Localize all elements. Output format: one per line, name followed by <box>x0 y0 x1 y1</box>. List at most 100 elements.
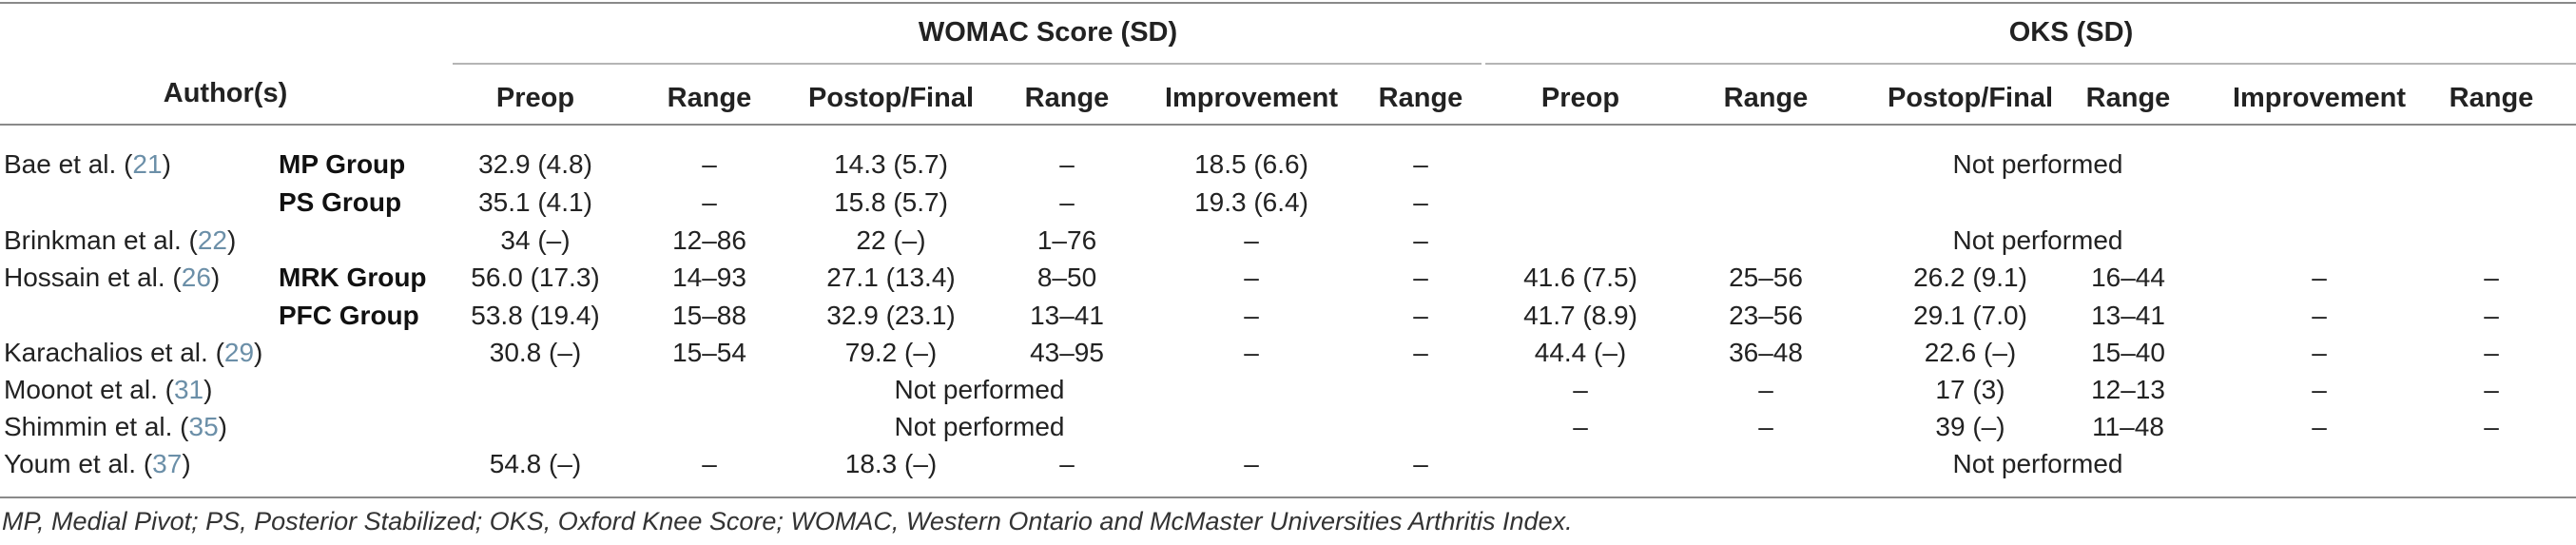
oks-cell: – <box>1573 375 1588 404</box>
author-name: Hossain et al. ( <box>4 263 182 292</box>
oks-cell: 44.4 (–) <box>1534 338 1627 367</box>
oks-cell: – <box>2312 338 2327 367</box>
oks-cell: 41.7 (8.9) <box>1523 301 1637 330</box>
header-oks: OKS (SD) <box>2008 17 2134 48</box>
subheader-2: Postop/Final <box>808 83 974 113</box>
author-paren: ) <box>218 412 227 441</box>
womac-cell: – <box>1413 225 1428 255</box>
author-paren: ) <box>254 338 263 367</box>
womac-cell: 15.8 (5.7) <box>834 187 948 217</box>
oks-cell: 12–13 <box>2091 375 2165 404</box>
author-paren: ) <box>210 263 221 292</box>
womac-cell: 56.0 (17.3) <box>471 263 600 292</box>
header-womac: WOMAC Score (SD) <box>918 17 1178 48</box>
reference-link[interactable]: 26 <box>181 263 211 292</box>
reference-link[interactable]: 31 <box>173 375 204 404</box>
womac-cell: – <box>1244 338 1259 367</box>
womac-cell: 13–41 <box>1030 301 1104 330</box>
oks-cell: 36–48 <box>1729 338 1803 367</box>
oks-cell: – <box>2312 375 2327 404</box>
womac-cell: – <box>1244 449 1259 478</box>
womac-cell: 15–54 <box>672 338 746 367</box>
womac-cell: – <box>1059 149 1075 179</box>
womac-cell: 18.3 (–) <box>844 449 938 478</box>
author-name: Shimmin et al. ( <box>4 412 189 441</box>
author-cell: Brinkman et al. (22) <box>4 225 236 256</box>
subheader-0: Preop <box>495 83 575 113</box>
womac-cell: – <box>702 187 717 217</box>
oks-not-performed: Not performed <box>1952 449 2123 478</box>
womac-cell: 18.5 (6.6) <box>1194 149 1308 179</box>
womac-cell: 19.3 (6.4) <box>1194 187 1308 217</box>
reference-link[interactable]: 37 <box>152 449 183 478</box>
womac-cell: – <box>1413 301 1428 330</box>
author-cell: Karachalios et al. (29) <box>4 338 262 368</box>
reference-link[interactable]: 22 <box>197 225 228 255</box>
oks-cell: 29.1 (7.0) <box>1913 301 2027 330</box>
womac-underline <box>453 63 1482 65</box>
bottom-rule <box>0 496 2576 498</box>
oks-cell: 39 (–) <box>1935 412 2005 441</box>
womac-cell: 15–88 <box>672 301 746 330</box>
womac-cell: – <box>1413 187 1428 217</box>
oks-cell: 13–41 <box>2091 301 2165 330</box>
reference-link[interactable]: 35 <box>188 412 219 441</box>
womac-cell: – <box>1413 149 1428 179</box>
reference-link[interactable]: 21 <box>132 149 163 179</box>
reference-link[interactable]: 29 <box>223 338 255 367</box>
top-rule <box>0 2 2576 4</box>
womac-cell: – <box>1059 449 1075 478</box>
womac-not-performed: Not performed <box>894 412 1065 441</box>
author-paren: ) <box>162 149 171 179</box>
womac-cell: 22 (–) <box>856 225 926 255</box>
oks-cell: 17 (3) <box>1935 375 2005 404</box>
oks-cell: – <box>2312 263 2327 292</box>
oks-cell: – <box>2484 412 2499 441</box>
womac-cell: 27.1 (13.4) <box>826 263 956 292</box>
womac-cell: 79.2 (–) <box>844 338 938 367</box>
oks-not-performed: Not performed <box>1952 225 2123 255</box>
author-name: Moonot et al. ( <box>4 375 174 404</box>
oks-cell: 26.2 (9.1) <box>1913 263 2027 292</box>
group-label: PFC Group <box>279 301 419 330</box>
author-name: Brinkman et al. ( <box>4 225 198 255</box>
womac-cell: 32.9 (23.1) <box>826 301 956 330</box>
group-label: PS Group <box>279 187 402 217</box>
oks-cell: 16–44 <box>2091 263 2165 292</box>
group-label: MRK Group <box>279 263 427 292</box>
oks-cell: – <box>2484 338 2499 367</box>
oks-cell: 23–56 <box>1729 301 1803 330</box>
oks-cell: – <box>1758 375 1773 404</box>
womac-cell: – <box>1413 338 1428 367</box>
womac-cell: – <box>1244 225 1259 255</box>
womac-cell: 12–86 <box>672 225 746 255</box>
footnote: MP, Medial Pivot; PS, Posterior Stabiliz… <box>2 507 1573 535</box>
oks-cell: – <box>2484 375 2499 404</box>
oks-underline <box>1485 63 2576 65</box>
subheader-3: Range <box>1024 83 1110 113</box>
author-paren: ) <box>227 225 237 255</box>
author-cell: Moonot et al. (31) <box>4 375 212 405</box>
womac-cell: 34 (–) <box>500 225 571 255</box>
womac-cell: – <box>702 449 717 478</box>
womac-cell: 32.9 (4.8) <box>478 149 592 179</box>
subheader-4: Improvement <box>1164 83 1339 113</box>
oks-cell: – <box>1573 412 1588 441</box>
group-label: MP Group <box>279 149 406 179</box>
subheader-8: Postop/Final <box>1888 83 2053 113</box>
womac-cell: 14–93 <box>672 263 746 292</box>
oks-cell: – <box>2312 412 2327 441</box>
oks-cell: 11–48 <box>2092 412 2164 441</box>
oks-not-performed: Not performed <box>1952 149 2123 179</box>
womac-cell: 8–50 <box>1036 263 1097 292</box>
author-paren: ) <box>182 449 191 478</box>
womac-cell: 1–76 <box>1036 225 1097 255</box>
subheader-9: Range <box>2085 83 2171 113</box>
author-name: Karachalios et al. ( <box>4 338 224 367</box>
oks-cell: – <box>1758 412 1773 441</box>
author-cell: Youm et al. (37) <box>4 449 191 479</box>
subheader-1: Range <box>667 83 752 113</box>
womac-cell: – <box>1413 263 1428 292</box>
author-name: Bae et al. ( <box>4 149 133 179</box>
header-author: Author(s) <box>163 78 288 108</box>
